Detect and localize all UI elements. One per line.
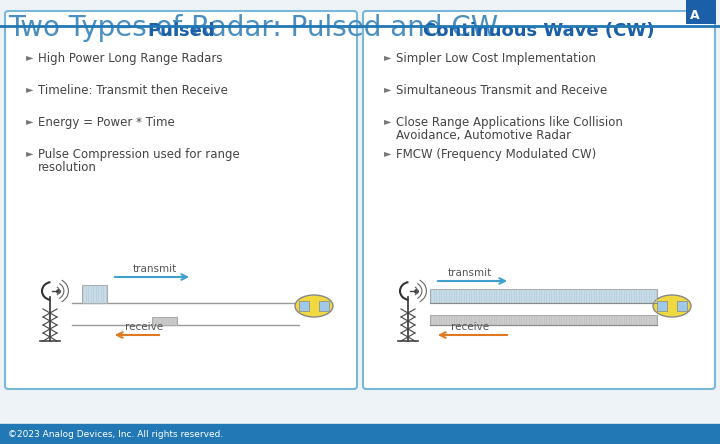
Bar xyxy=(430,315,657,325)
Bar xyxy=(0,424,720,444)
Text: ►: ► xyxy=(384,148,392,158)
Text: ►: ► xyxy=(26,148,34,158)
Text: Energy = Power * Time: Energy = Power * Time xyxy=(38,116,175,129)
Text: ►: ► xyxy=(384,84,392,94)
Text: receive: receive xyxy=(125,322,163,332)
Text: FMCW (Frequency Modulated CW): FMCW (Frequency Modulated CW) xyxy=(396,148,596,161)
Text: Pulse Compression used for range: Pulse Compression used for range xyxy=(38,148,240,161)
Text: ►: ► xyxy=(26,52,34,62)
Ellipse shape xyxy=(295,295,333,317)
Bar xyxy=(152,317,177,325)
Text: resolution: resolution xyxy=(38,161,97,174)
Text: Close Range Applications like Collision: Close Range Applications like Collision xyxy=(396,116,623,129)
Text: ►: ► xyxy=(384,52,392,62)
Bar xyxy=(686,0,716,24)
Bar xyxy=(677,301,687,311)
Text: transmit: transmit xyxy=(132,264,176,274)
Bar xyxy=(657,301,667,311)
Ellipse shape xyxy=(653,295,691,317)
FancyBboxPatch shape xyxy=(363,11,715,389)
Bar xyxy=(299,301,309,311)
Text: transmit: transmit xyxy=(448,268,492,278)
FancyBboxPatch shape xyxy=(5,11,357,389)
Text: Timeline: Transmit then Receive: Timeline: Transmit then Receive xyxy=(38,84,228,97)
Text: receive: receive xyxy=(451,322,489,332)
Text: Continuous Wave (CW): Continuous Wave (CW) xyxy=(423,22,654,40)
Text: Simultaneous Transmit and Receive: Simultaneous Transmit and Receive xyxy=(396,84,607,97)
Bar xyxy=(82,285,107,303)
Text: ►: ► xyxy=(384,116,392,126)
Text: ►: ► xyxy=(26,84,34,94)
Text: Simpler Low Cost Implementation: Simpler Low Cost Implementation xyxy=(396,52,596,65)
Text: A: A xyxy=(690,9,700,22)
Bar xyxy=(430,289,657,303)
Text: Two Types of Radar: Pulsed and CW: Two Types of Radar: Pulsed and CW xyxy=(8,14,498,42)
Text: Pulsed: Pulsed xyxy=(147,22,215,40)
Text: ©2023 Analog Devices, Inc. All rights reserved.: ©2023 Analog Devices, Inc. All rights re… xyxy=(8,429,223,439)
Text: ►: ► xyxy=(26,116,34,126)
Bar xyxy=(319,301,329,311)
Text: High Power Long Range Radars: High Power Long Range Radars xyxy=(38,52,222,65)
Text: Avoidance, Automotive Radar: Avoidance, Automotive Radar xyxy=(396,129,571,142)
